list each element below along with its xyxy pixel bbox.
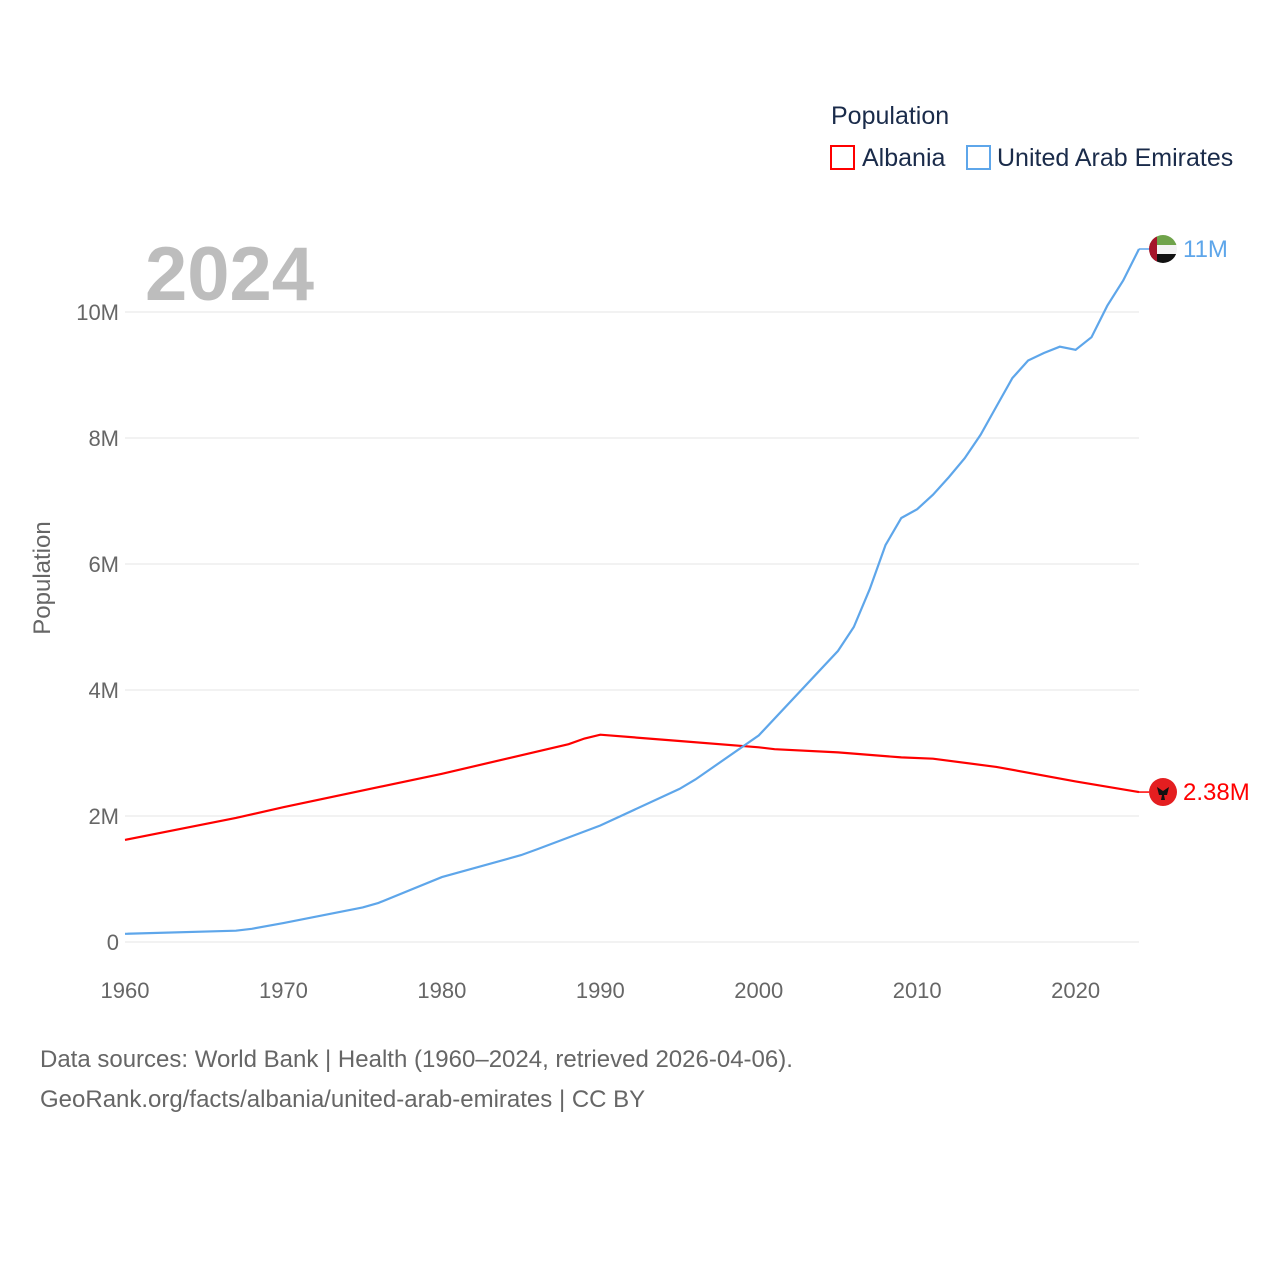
- series-line-uae: [124, 248, 1140, 935]
- legend-label-albania: Albania: [862, 144, 945, 172]
- legend-label-uae: United Arab Emirates: [997, 144, 1233, 172]
- y-tick-label: 6M: [88, 552, 119, 577]
- end-value-label: 2.38M: [1183, 779, 1250, 806]
- x-tick-label: 2020: [1051, 978, 1100, 1003]
- x-tick-label: 1970: [259, 978, 308, 1003]
- x-tick-label: 2000: [734, 978, 783, 1003]
- end-value-label: 11M: [1183, 236, 1228, 263]
- footer-sources: Data sources: World Bank | Health (1960–…: [40, 1046, 793, 1073]
- albania-flag-icon: [1149, 778, 1177, 807]
- x-tick-label: 1980: [417, 978, 466, 1003]
- legend-item-albania[interactable]: Albania: [830, 144, 945, 172]
- year-watermark: 2024: [145, 232, 314, 317]
- y-tick-label: 10M: [76, 300, 119, 325]
- y-tick-label: 4M: [88, 678, 119, 703]
- x-tick-label: 2010: [893, 978, 942, 1003]
- legend-title: Population: [831, 102, 949, 130]
- y-tick-label: 8M: [88, 426, 119, 451]
- series-line-albania: [124, 733, 1140, 841]
- uae-flag-icon: [1149, 235, 1177, 263]
- y-tick-label: 2M: [88, 804, 119, 829]
- legend-swatch-uae: [966, 145, 991, 170]
- y-axis-label: Population: [29, 521, 56, 634]
- footer-link[interactable]: GeoRank.org/facts/albania/united-arab-em…: [40, 1086, 646, 1113]
- y-tick-label: 0: [107, 930, 119, 955]
- x-tick-label: 1990: [576, 978, 625, 1003]
- legend-swatch-albania: [830, 145, 855, 170]
- x-tick-label: 1960: [101, 978, 150, 1003]
- legend-item-uae[interactable]: United Arab Emirates: [966, 144, 1233, 172]
